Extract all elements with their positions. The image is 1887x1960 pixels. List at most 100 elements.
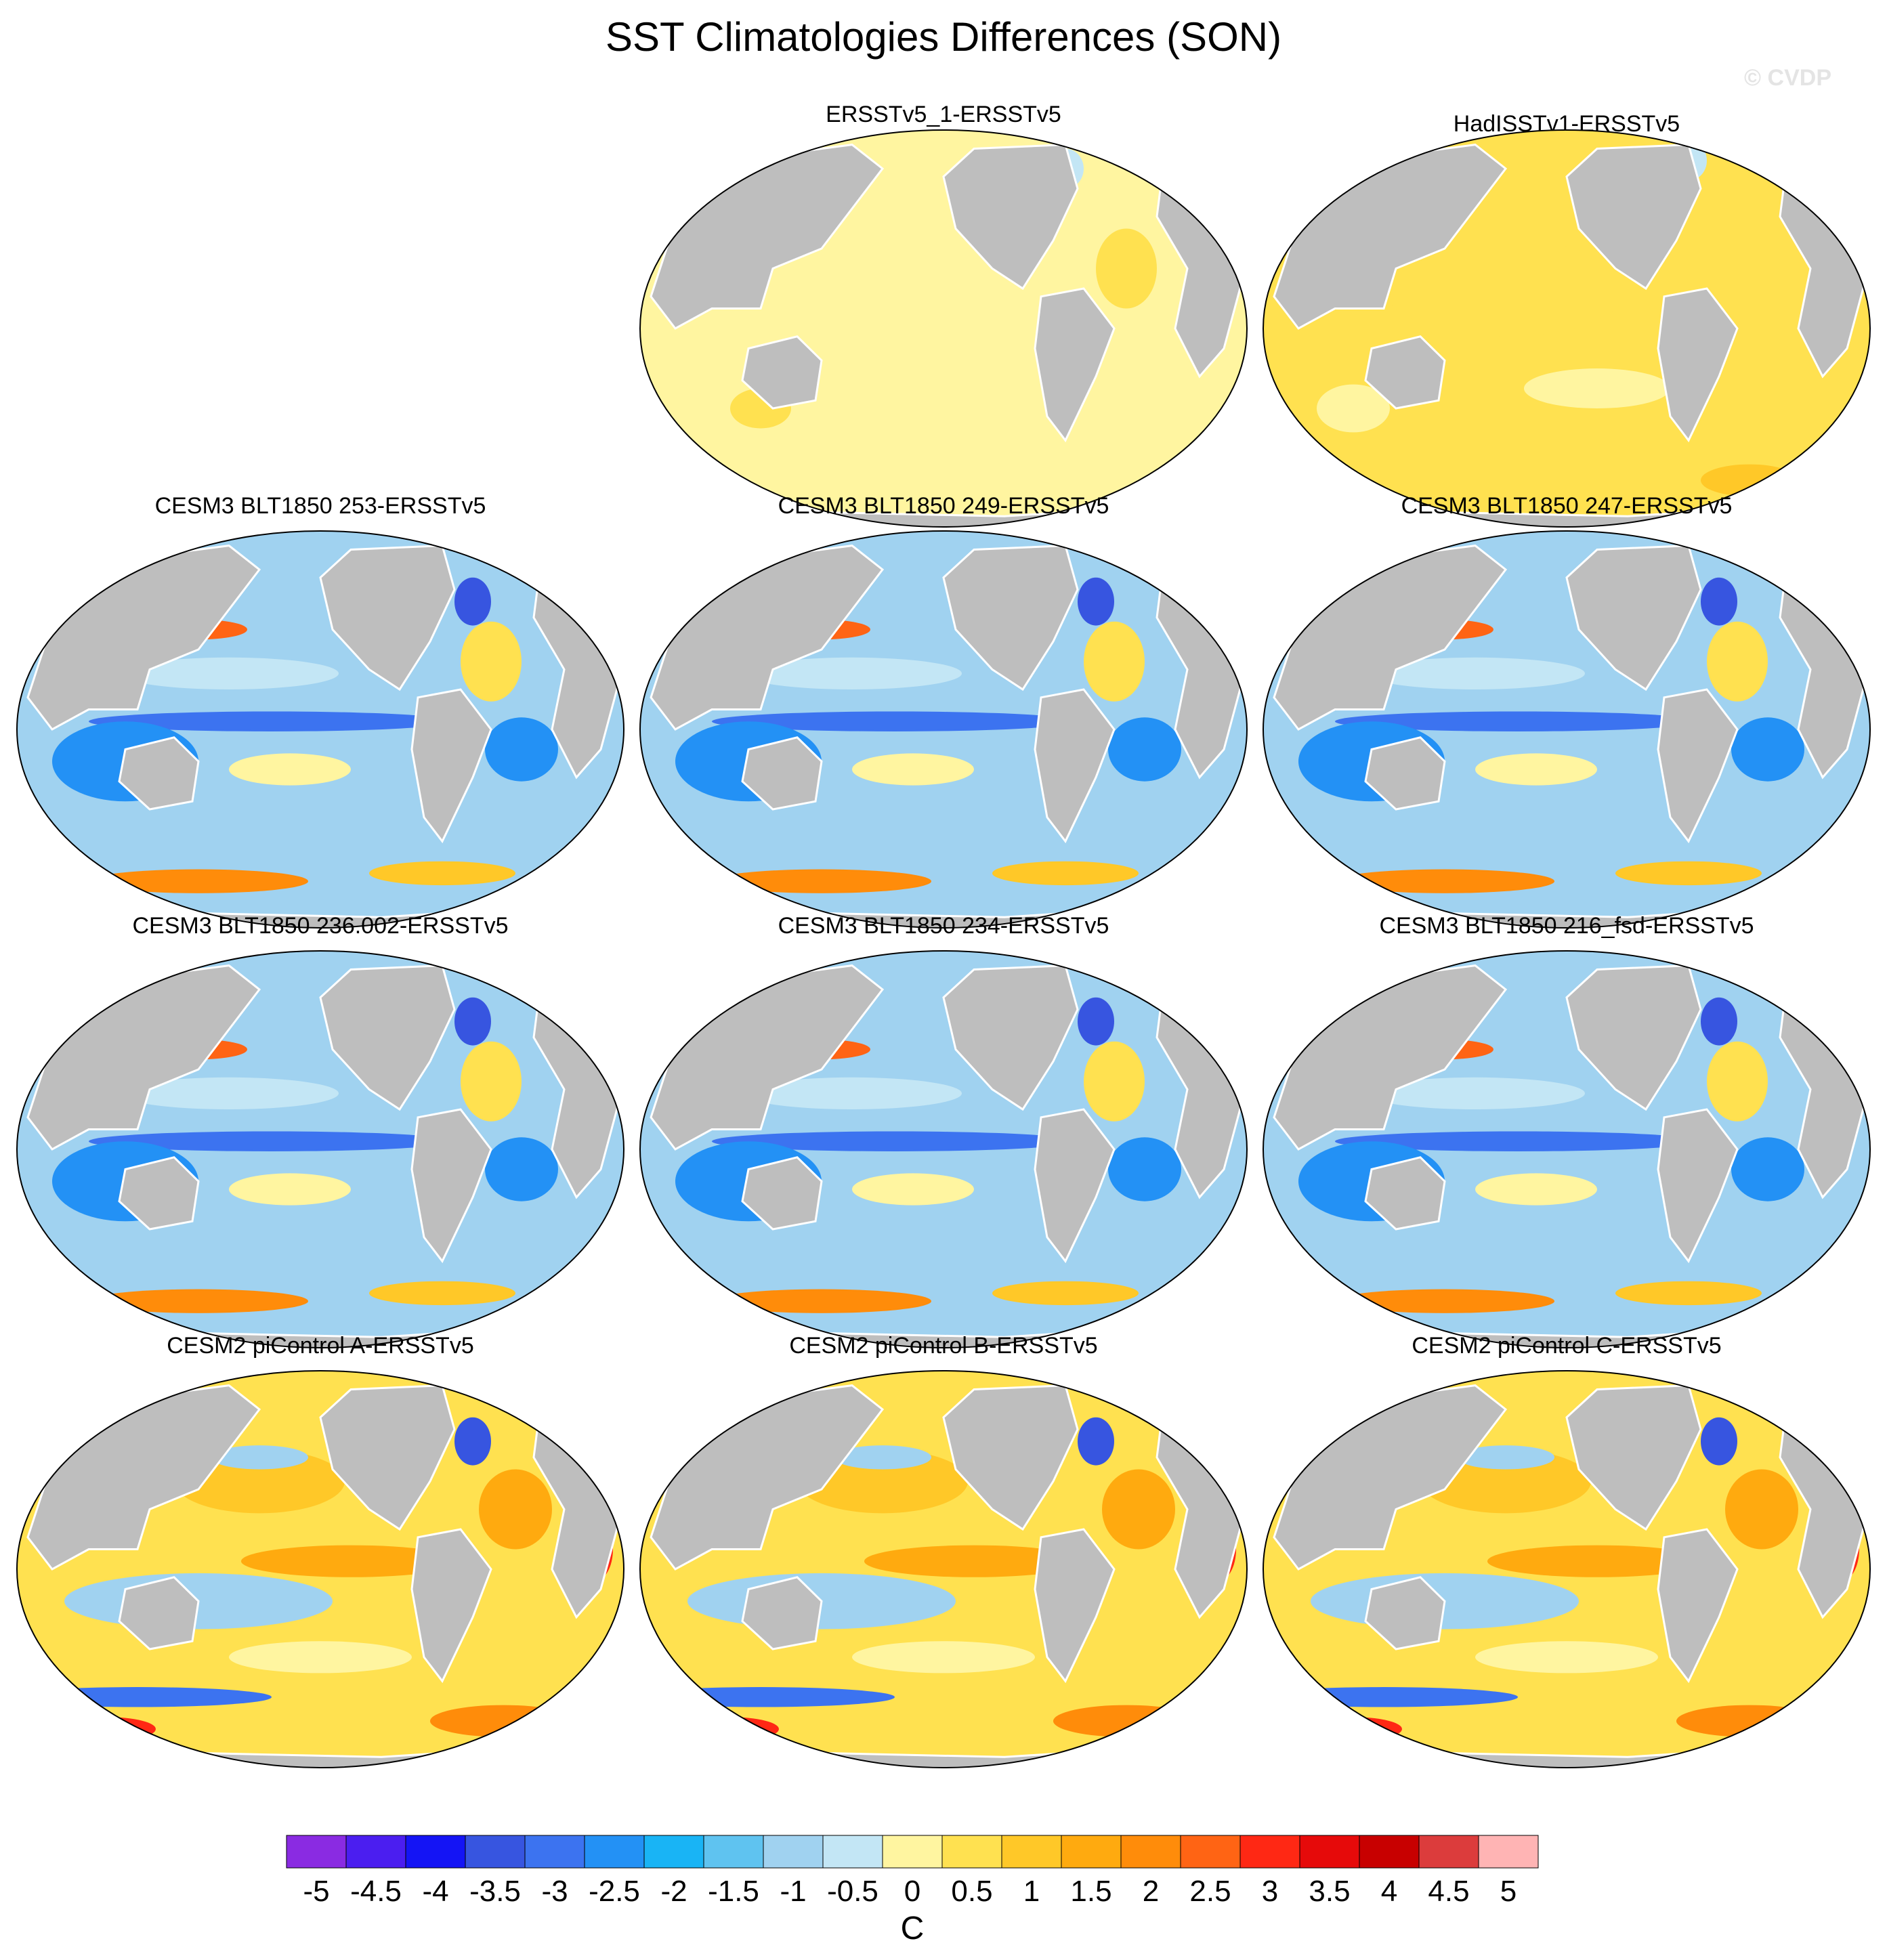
anomaly-region (454, 997, 491, 1046)
anomaly-region (1078, 577, 1114, 626)
sst-difference-map (1263, 950, 1871, 1348)
anomaly-region (1335, 711, 1701, 731)
map-panel: CESM3 BLT1850 249-ERSSTv5 (639, 493, 1248, 929)
anomaly-region (1524, 368, 1670, 408)
anomaly-region (1701, 997, 1737, 1046)
sst-difference-map (16, 530, 624, 929)
map-panel: CESM2 piControl C-ERSSTv5 (1262, 1333, 1871, 1769)
anomaly-region (852, 1173, 974, 1206)
anomaly-region (1731, 1137, 1804, 1201)
anomaly-region (229, 1641, 412, 1674)
anomaly-region (1365, 657, 1585, 689)
map-border (639, 129, 1248, 528)
anomaly-region (852, 753, 974, 786)
colorbar-swatch (822, 1835, 883, 1869)
land-mass (741, 335, 823, 410)
colorbar-swatch (1299, 1835, 1360, 1869)
colorbar-tick-label: -4.5 (350, 1875, 402, 1908)
colorbar-swatch (941, 1835, 1002, 1869)
anomaly-region (89, 1289, 308, 1313)
map-border (16, 1370, 624, 1768)
anomaly-region (229, 753, 351, 786)
sst-difference-map (16, 1370, 624, 1768)
anomaly-region (712, 1131, 1078, 1151)
panel-title: CESM3 BLT1850 247-ERSSTv5 (1401, 493, 1733, 519)
anomaly-region (1487, 1545, 1707, 1577)
anomaly-region (461, 621, 522, 702)
map-panel: CESM3 BLT1850 253-ERSSTv5 (16, 493, 625, 929)
land-mass (1657, 688, 1739, 844)
panel-title: CESM3 BLT1850 236.002-ERSSTv5 (132, 913, 509, 939)
map-border (1263, 530, 1871, 929)
sst-difference-map (1263, 129, 1871, 528)
watermark: © CVDP (1744, 65, 1831, 91)
colorbar-swatch (584, 1835, 645, 1869)
land-mass (410, 1528, 492, 1684)
colorbar-tick-label: -2 (660, 1875, 687, 1908)
map-panel: ERSSTv5_1-ERSSTv5 (639, 102, 1248, 528)
anomaly-region (89, 869, 308, 893)
land-mass (1565, 964, 1702, 1111)
land-mass (319, 964, 456, 1111)
map-panel: CESM2 piControl A-ERSSTv5 (16, 1333, 625, 1769)
anomaly-region (1615, 861, 1762, 886)
land-mass (1657, 287, 1739, 443)
map-border (1263, 1370, 1871, 1768)
map-border (16, 950, 624, 1348)
anomaly-region (834, 1445, 931, 1470)
land-mass (118, 1156, 200, 1231)
sst-difference-map (16, 950, 624, 1348)
land-mass (741, 1156, 823, 1231)
anomaly-region (241, 1545, 461, 1577)
anomaly-region (454, 577, 491, 626)
anomaly-region (1701, 577, 1737, 626)
land-mass (741, 1576, 823, 1650)
land-mass (942, 964, 1079, 1111)
anomaly-region (712, 1289, 931, 1313)
anomaly-region (852, 1641, 1035, 1674)
sst-difference-map (639, 530, 1248, 929)
colorbar-units: C (900, 1911, 925, 1946)
map-border (1263, 950, 1871, 1348)
colorbar-tick-label: 2.5 (1189, 1875, 1231, 1908)
anomaly-region (1365, 1077, 1585, 1109)
anomaly-region (1725, 1469, 1798, 1550)
anomaly-region (1475, 1641, 1658, 1674)
anomaly-region (1335, 1131, 1701, 1151)
colorbar-tick-label: 3.5 (1309, 1875, 1351, 1908)
land-mass (1565, 545, 1702, 691)
colorbar-swatch (524, 1835, 585, 1869)
sst-difference-map (1263, 530, 1871, 929)
map-border (639, 530, 1248, 929)
colorbar-swatch (1418, 1835, 1479, 1869)
anomaly-region (1707, 621, 1768, 702)
map-panel: CESM3 BLT1850 236.002-ERSSTv5 (16, 913, 625, 1349)
land-mass (319, 1384, 456, 1531)
anomaly-region (712, 869, 931, 893)
land-mass (118, 1576, 200, 1650)
panel-title: CESM3 BLT1850 216_fsd-ERSSTv5 (1379, 913, 1754, 939)
anomaly-region (1084, 1041, 1145, 1122)
anomaly-region (1053, 1705, 1200, 1737)
anomaly-region (1707, 1041, 1768, 1122)
colorbar-tick-label: 2 (1142, 1875, 1160, 1908)
colorbar-tick-label: -2.5 (589, 1875, 640, 1908)
anomaly-region (1335, 1289, 1554, 1313)
colorbar-swatch (1120, 1835, 1181, 1869)
colorbar-swatch (405, 1835, 466, 1869)
map-panel: HadISSTv1-ERSSTv5 (1262, 111, 1871, 528)
colorbar-swatch (465, 1835, 526, 1869)
anomaly-region (1615, 1281, 1762, 1306)
panel-title: CESM2 piControl B-ERSSTv5 (789, 1333, 1098, 1359)
colorbar-tick-label: -1 (780, 1875, 807, 1908)
land-mass (1034, 1108, 1116, 1264)
land-mass (942, 144, 1079, 291)
anomaly-region (1102, 1469, 1175, 1550)
colorbar-swatch (1001, 1835, 1062, 1869)
land-mass (1364, 736, 1446, 811)
land-mass (942, 545, 1079, 691)
colorbar-tick-label: 4.5 (1428, 1875, 1470, 1908)
colorbar-tick-label: 1 (1023, 1875, 1040, 1908)
colorbar-swatch (286, 1835, 347, 1869)
colorbar-tick-label: 4 (1380, 1875, 1398, 1908)
